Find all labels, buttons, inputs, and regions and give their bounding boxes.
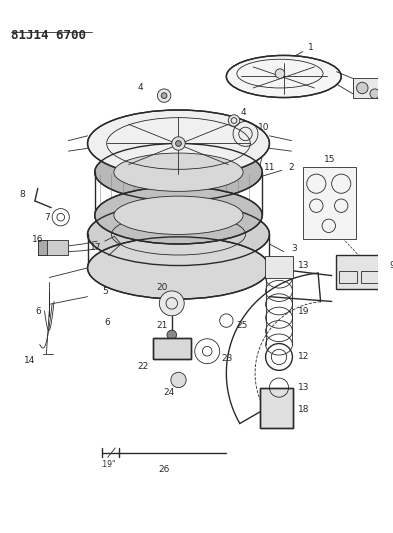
Bar — [38, 240, 47, 255]
Ellipse shape — [226, 55, 341, 98]
Ellipse shape — [95, 143, 262, 201]
Bar — [260, 388, 294, 429]
Bar — [303, 167, 356, 239]
Text: 15: 15 — [324, 155, 336, 164]
Bar — [361, 271, 378, 283]
Text: 22: 22 — [138, 362, 149, 371]
Circle shape — [228, 115, 240, 126]
Text: 16: 16 — [32, 235, 44, 244]
Circle shape — [161, 93, 167, 99]
Text: 13: 13 — [298, 383, 310, 392]
Bar — [336, 255, 382, 289]
Text: 20: 20 — [156, 282, 168, 292]
Bar — [264, 256, 293, 278]
Circle shape — [167, 330, 176, 340]
Text: 4: 4 — [138, 84, 143, 92]
Text: 21: 21 — [156, 321, 168, 330]
Bar — [38, 240, 68, 255]
Ellipse shape — [114, 196, 243, 235]
Text: 9: 9 — [389, 261, 393, 270]
Text: 13: 13 — [298, 261, 310, 270]
Text: 10: 10 — [258, 123, 270, 132]
Circle shape — [176, 141, 181, 147]
Ellipse shape — [114, 153, 243, 191]
Text: 11: 11 — [264, 163, 275, 172]
Ellipse shape — [95, 187, 262, 244]
Bar — [353, 78, 380, 98]
Circle shape — [275, 69, 285, 78]
Text: 19: 19 — [298, 306, 310, 316]
Bar — [152, 338, 191, 359]
Text: 8: 8 — [20, 190, 25, 199]
Text: 7: 7 — [44, 213, 50, 222]
Text: 6: 6 — [35, 306, 40, 316]
Ellipse shape — [88, 203, 270, 265]
Ellipse shape — [88, 110, 270, 177]
Ellipse shape — [88, 237, 270, 299]
Text: 25: 25 — [236, 321, 247, 330]
Bar — [339, 271, 356, 283]
Text: .19": .19" — [100, 459, 116, 469]
Circle shape — [356, 82, 368, 94]
Text: 14: 14 — [24, 356, 36, 365]
Text: 26: 26 — [158, 465, 170, 474]
Text: 2: 2 — [288, 163, 294, 172]
Text: 3: 3 — [292, 244, 297, 253]
Circle shape — [159, 291, 184, 316]
Circle shape — [172, 137, 185, 150]
Text: 5: 5 — [102, 287, 108, 296]
Text: 6: 6 — [105, 318, 110, 327]
Text: 12: 12 — [298, 352, 310, 361]
Text: 17: 17 — [90, 244, 101, 252]
Bar — [152, 338, 191, 359]
Circle shape — [52, 208, 69, 226]
Text: 81J14 6700: 81J14 6700 — [11, 29, 86, 42]
Text: 4: 4 — [241, 108, 246, 117]
Text: 24: 24 — [163, 388, 174, 397]
Circle shape — [171, 372, 186, 387]
Text: 18: 18 — [298, 405, 310, 414]
Text: 1: 1 — [308, 43, 314, 52]
Circle shape — [158, 89, 171, 102]
Circle shape — [370, 89, 380, 99]
Bar — [260, 388, 294, 429]
Text: 23: 23 — [222, 354, 233, 364]
